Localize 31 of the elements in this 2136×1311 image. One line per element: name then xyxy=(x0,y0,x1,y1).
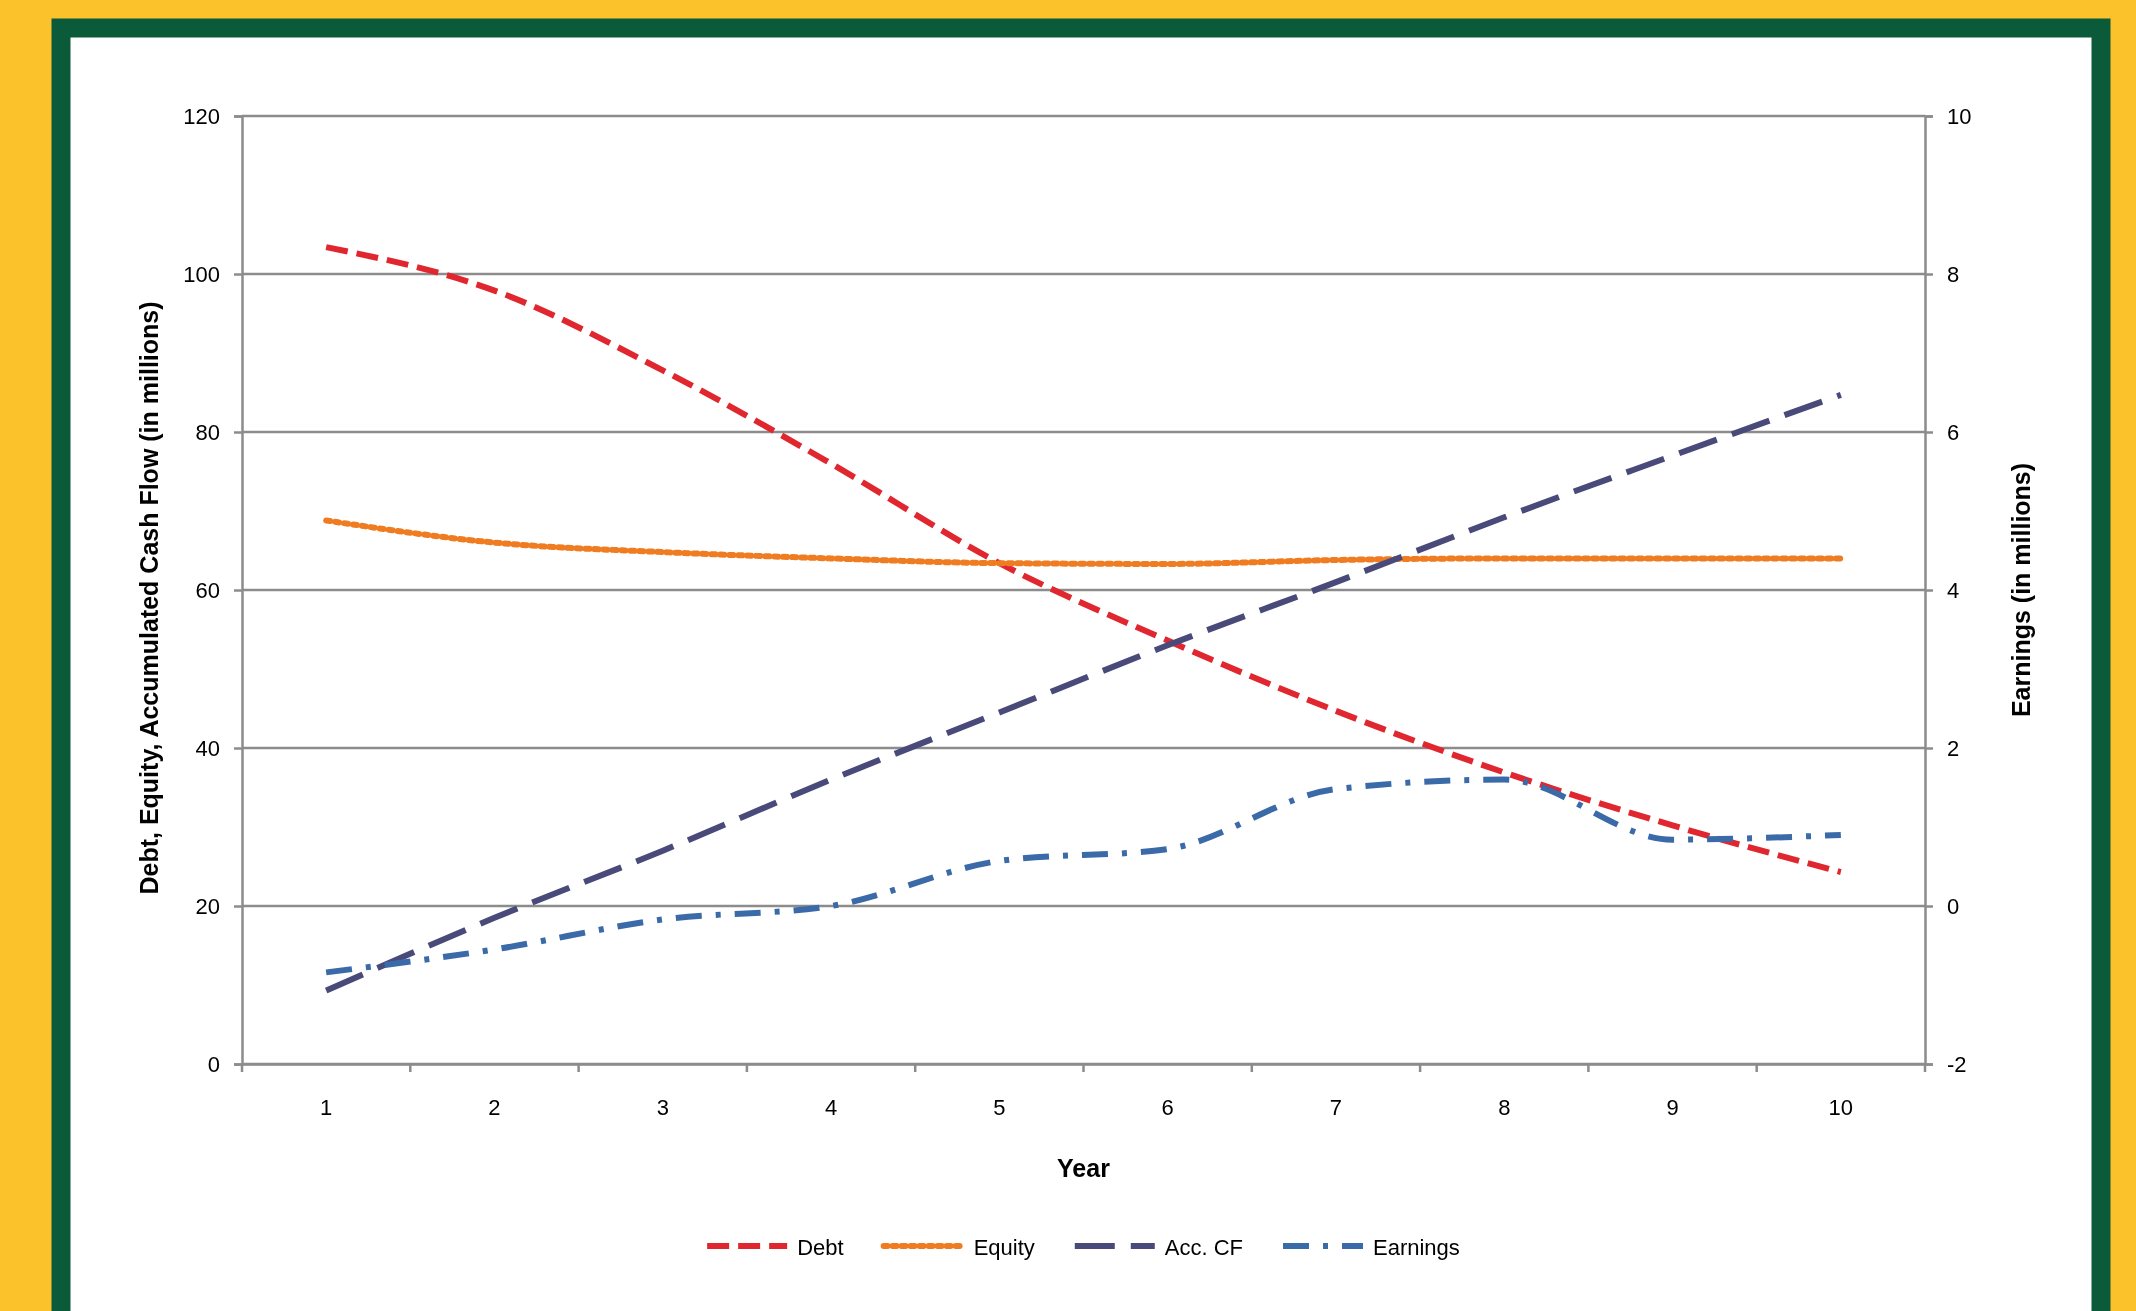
x-tick-label: 9 xyxy=(1666,1094,1679,1120)
legend-label: Debt xyxy=(797,1235,844,1260)
x-tick-label: 8 xyxy=(1498,1094,1511,1120)
x-tick-label: 1 xyxy=(320,1094,333,1120)
y-tick-label: 20 xyxy=(195,893,220,919)
y2-tick-label: 0 xyxy=(1947,893,1960,919)
y2-tick-label: 6 xyxy=(1947,419,1960,445)
y2-tick-label: 10 xyxy=(1947,103,1972,129)
legend-label: Acc. CF xyxy=(1164,1235,1244,1260)
x-tick-label: 3 xyxy=(656,1094,669,1120)
x-tick-label: 10 xyxy=(1828,1094,1854,1120)
x-tick-label: 6 xyxy=(1161,1094,1174,1120)
legend-label: Earnings xyxy=(1373,1235,1460,1260)
y-tick-label: 120 xyxy=(183,103,220,129)
y-tick-label: 60 xyxy=(195,577,220,603)
x-tick-label: 2 xyxy=(488,1094,501,1120)
y2-tick-label: 8 xyxy=(1947,261,1960,287)
x-tick-label: 7 xyxy=(1329,1094,1343,1120)
y-tick-label: 0 xyxy=(207,1051,220,1077)
legend-label: Equity xyxy=(973,1235,1035,1260)
y-axis-title: Debt, Equity, Accumulated Cash Flow (in millions) xyxy=(135,301,163,895)
x-axis-title: Year xyxy=(1057,1154,1111,1182)
y2-tick-label: 4 xyxy=(1947,577,1960,603)
x-tick-label: 5 xyxy=(993,1094,1006,1120)
y-tick-label: 100 xyxy=(183,261,220,287)
y2-axis-title: Earnings (in millions) xyxy=(2007,462,2035,718)
y-tick-label: 80 xyxy=(195,419,220,445)
y2-tick-label: 2 xyxy=(1947,735,1960,761)
y-tick-label: 40 xyxy=(195,735,220,761)
x-tick-label: 4 xyxy=(824,1094,838,1120)
y2-tick-label: -2 xyxy=(1947,1051,1967,1077)
